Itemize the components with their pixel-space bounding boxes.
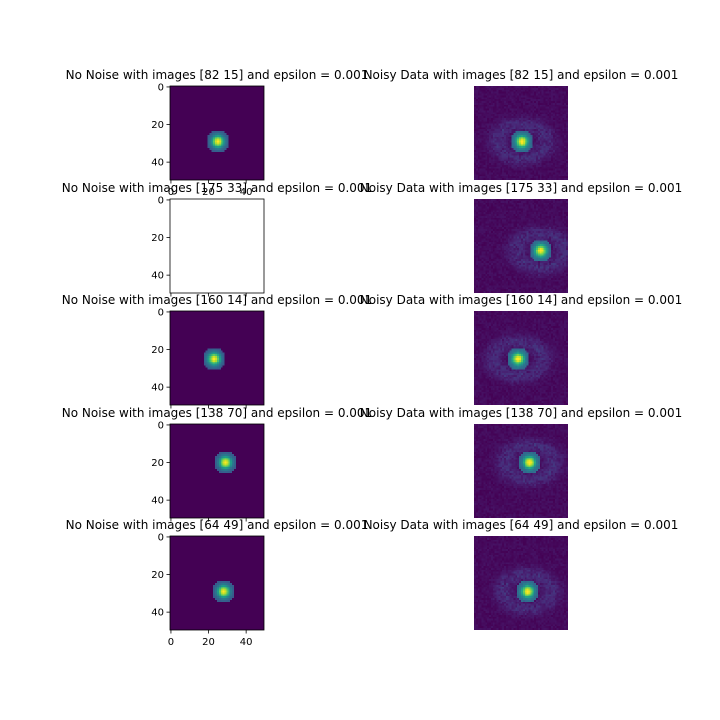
x-tick-label: 0 (168, 187, 174, 198)
subplot-title: Noisy Data with images [160 14] and epsi… (360, 293, 682, 307)
y-tick-label: 0 (158, 307, 164, 318)
no-noise-panel: 0 20 40 0 20 40 No Noise with images [82 15] a… (66, 68, 369, 198)
y-tick-label: 20 (151, 120, 164, 131)
y-tick-label: 20 (151, 458, 164, 469)
subplot-title: No Noise with images [138 70] and epsilo… (62, 406, 372, 420)
heatmap-image (474, 199, 568, 293)
noisy-panel: Noisy Data with images [160 14] and epsi… (360, 293, 682, 405)
noisy-panel: Noisy Data with images [175 33] and epsi… (360, 181, 682, 293)
blank-plot-area (170, 199, 264, 293)
y-tick-label: 0 (158, 195, 164, 206)
heatmap-image (170, 86, 264, 180)
no-noise-panel: 0 20 40 0 20 40 No Noise with images [64 49] a… (66, 518, 369, 648)
no-noise-panel: 0 20 40 No Noise with images [138 70] and e… (62, 406, 372, 522)
x-tick-label: 40 (240, 187, 253, 198)
y-tick-label: 0 (158, 532, 164, 543)
heatmap-image (474, 86, 568, 180)
noisy-panel: Noisy Data with images [64 49] and epsil… (364, 518, 679, 630)
x-tick-label: 20 (202, 637, 215, 648)
axes-frame (169, 423, 265, 519)
y-tick-label: 40 (151, 158, 164, 169)
axes-frame (169, 310, 265, 406)
subplot-title: No Noise with images [82 15] and epsilon… (66, 68, 369, 82)
y-tick-label: 20 (151, 345, 164, 356)
y-tick-label: 0 (158, 420, 164, 431)
axes-frame (169, 535, 265, 631)
subplot-title: Noisy Data with images [64 49] and epsil… (364, 518, 679, 532)
subplot-title: Noisy Data with images [138 70] and epsi… (360, 406, 682, 420)
noisy-panel: Noisy Data with images [82 15] and epsil… (364, 68, 679, 180)
heatmap-image (170, 424, 264, 518)
subplot-title: No Noise with images [64 49] and epsilon… (66, 518, 369, 532)
noisy-panel: Noisy Data with images [138 70] and epsi… (360, 406, 682, 518)
y-tick-label: 40 (151, 271, 164, 282)
heatmap-image (474, 536, 568, 630)
y-tick-label: 40 (151, 608, 164, 619)
heatmap-image (170, 311, 264, 405)
subplot-title: Noisy Data with images [82 15] and epsil… (364, 68, 679, 82)
x-tick-label: 20 (202, 187, 215, 198)
subplot-title: No Noise with images [160 14] and epsilo… (62, 293, 372, 307)
y-tick-label: 20 (151, 233, 164, 244)
heatmap-image (170, 536, 264, 630)
x-tick-label: 0 (168, 637, 174, 648)
y-tick-label: 20 (151, 570, 164, 581)
subplot-title: No Noise with images [175 33] and epsilo… (62, 181, 372, 195)
y-tick-label: 40 (151, 496, 164, 507)
heatmap-image (474, 424, 568, 518)
subplot-grid: 0 20 40 0 20 40 No Noise with images [82 15] a… (62, 68, 682, 648)
y-tick-label: 0 (158, 82, 164, 93)
axes-frame (169, 198, 265, 294)
axes-frame (169, 85, 265, 181)
x-tick-label: 40 (240, 637, 253, 648)
y-tick-label: 40 (151, 383, 164, 394)
heatmap-image (474, 311, 568, 405)
no-noise-panel: 0 20 40 No Noise with images [160 14] and e… (62, 293, 372, 409)
subplot-title: Noisy Data with images [175 33] and epsi… (360, 181, 682, 195)
